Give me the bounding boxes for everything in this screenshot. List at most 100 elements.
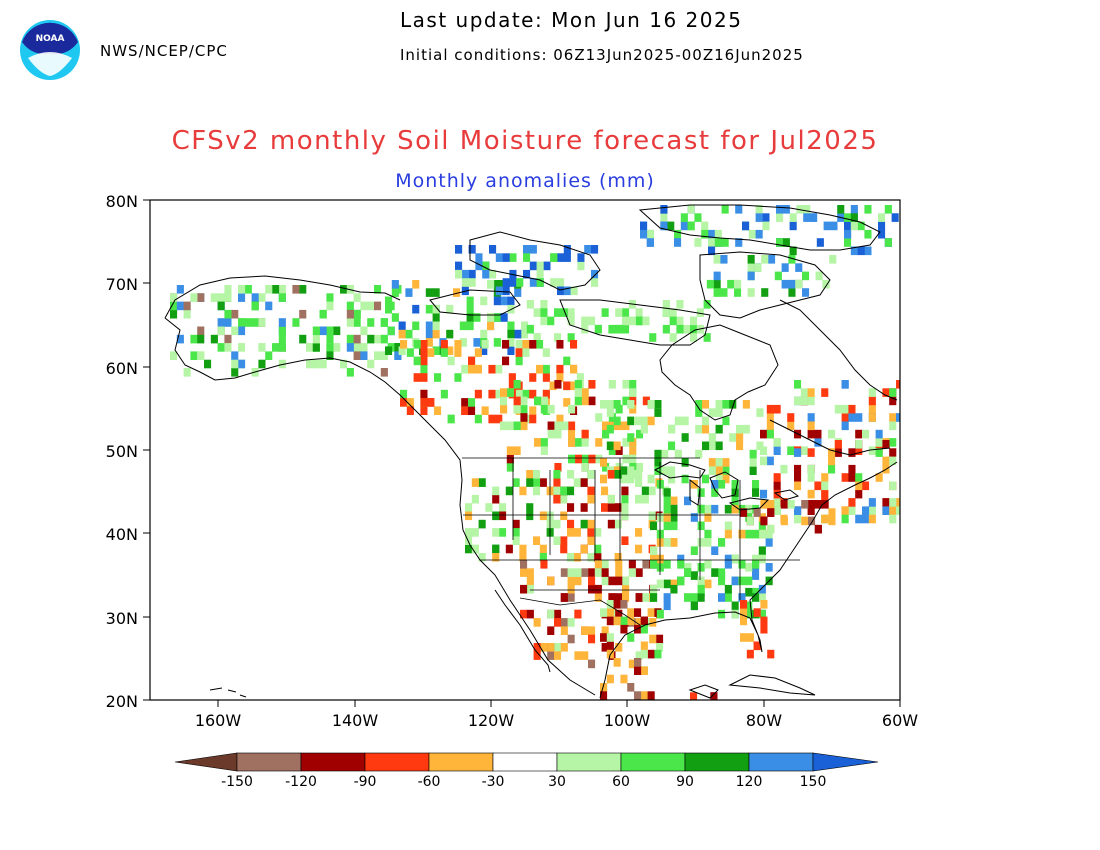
anomaly-cell — [608, 576, 616, 586]
anomaly-cell — [864, 246, 872, 256]
anomaly-cell — [581, 429, 589, 439]
anomaly-cell — [523, 253, 531, 262]
anomaly-cell — [668, 441, 676, 451]
anomaly-cell — [326, 334, 334, 344]
anomaly-cell — [526, 568, 534, 577]
anomaly-cell — [540, 308, 548, 317]
anomaly-cell — [855, 446, 863, 455]
anomaly-cell — [677, 554, 685, 564]
anomaly-cell — [482, 261, 490, 271]
anomaly-cell — [413, 356, 421, 366]
anomaly-cell — [601, 626, 609, 635]
anomaly-cell — [800, 396, 808, 406]
anomaly-cell — [224, 285, 232, 294]
anomaly-cell — [868, 506, 876, 515]
anomaly-cell — [405, 329, 413, 339]
anomaly-cell — [533, 478, 541, 487]
anomaly-cell — [747, 255, 755, 264]
anomaly-cell — [702, 416, 710, 426]
anomaly-cell — [650, 521, 658, 531]
anomaly-cell — [176, 285, 184, 294]
anomaly-cell — [570, 340, 578, 349]
anomaly-cell — [487, 321, 495, 331]
anomaly-cell — [841, 380, 849, 389]
anomaly-cell — [542, 373, 550, 382]
anomaly-cell — [674, 416, 682, 426]
anomaly-cell — [526, 470, 534, 479]
anomaly-cell — [647, 608, 655, 617]
initial-conditions: Initial conditions: 06Z13Jun2025-00Z16Ju… — [400, 46, 804, 64]
anomaly-cell — [573, 478, 581, 487]
anomaly-cell — [807, 448, 815, 457]
anomaly-cell — [634, 666, 642, 675]
anomaly-cell — [506, 454, 514, 464]
anomaly-cell — [340, 359, 348, 369]
anomaly-cell — [789, 213, 797, 222]
anomaly-cell — [398, 346, 406, 355]
anomaly-cell — [855, 440, 863, 449]
anomaly-cell — [405, 288, 413, 297]
anomaly-cell — [588, 380, 596, 389]
anomaly-cell — [735, 205, 743, 214]
anomaly-cell — [758, 554, 766, 564]
anomaly-cell — [608, 446, 616, 455]
anomaly-cell — [346, 343, 354, 352]
anomaly-cell — [238, 326, 246, 336]
anomaly-cell — [801, 516, 809, 526]
anomaly-cell — [634, 608, 642, 617]
anomaly-cell — [601, 576, 609, 586]
anomaly-cell — [828, 456, 836, 466]
anomaly-cell — [521, 329, 529, 339]
anomaly-cell — [736, 441, 744, 451]
anomaly-cell — [588, 584, 596, 594]
anomaly-cell — [385, 304, 393, 314]
anomaly-cell — [738, 593, 746, 602]
anomaly-cell — [738, 560, 746, 569]
colorbar: -150 -120 -90 -60 -30 30 60 90 120 150 — [174, 752, 879, 790]
anomaly-cell — [533, 486, 541, 496]
anomaly-cell — [231, 359, 239, 369]
anomaly-cell — [554, 609, 562, 619]
anomaly-cell — [690, 480, 698, 489]
anomaly-cell — [468, 406, 476, 415]
anomaly-cell — [506, 421, 514, 431]
org-label: NWS/NCEP/CPC — [100, 42, 228, 60]
anomaly-cell — [563, 286, 571, 296]
anomaly-cell — [406, 406, 414, 415]
anomaly-cell — [581, 568, 589, 577]
anomaly-cell — [844, 229, 852, 239]
anomaly-cell — [635, 593, 643, 602]
anomaly-cell — [708, 441, 716, 451]
anomaly-cell — [312, 326, 320, 336]
anomaly-cell — [614, 470, 622, 479]
anomaly-cell — [735, 238, 743, 247]
x-tick-80w: 80W — [746, 711, 782, 730]
anomaly-cell — [568, 454, 576, 464]
anomaly-cell — [588, 634, 596, 644]
anomaly-cell — [848, 448, 856, 457]
anomaly-cell — [465, 536, 473, 545]
anomaly-cell — [711, 546, 719, 555]
anomaly-cell — [567, 308, 575, 317]
anomaly-cell — [694, 213, 702, 222]
anomaly-cell — [502, 340, 510, 349]
anomaly-cell — [615, 609, 623, 619]
map-subtitle: Monthly anomalies (mm) — [395, 170, 655, 192]
anomaly-cell — [756, 408, 764, 417]
anomaly-cell — [695, 449, 703, 459]
anomaly-cell — [238, 285, 246, 294]
anomaly-cell — [170, 309, 178, 319]
anomaly-cell — [197, 326, 205, 336]
anomaly-cell — [574, 576, 582, 586]
anomaly-cell — [600, 458, 608, 467]
anomaly-cell — [446, 346, 454, 355]
anomaly-cell — [654, 466, 662, 475]
anomaly-cell — [567, 593, 575, 602]
anomaly-cell — [882, 456, 890, 466]
anomaly-cell — [745, 529, 753, 539]
anomaly-cell — [663, 504, 671, 514]
anomaly-cell — [767, 649, 775, 659]
anomaly-cell — [766, 456, 774, 466]
anomaly-cell — [560, 511, 568, 521]
